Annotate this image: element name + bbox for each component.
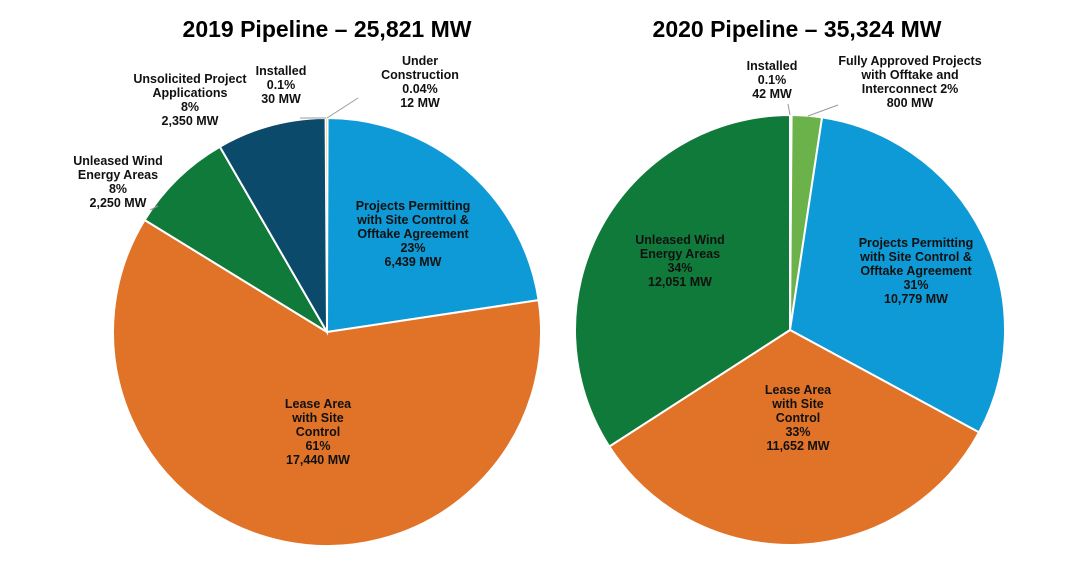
- slice-label-line: 34%: [667, 261, 692, 275]
- slice-label-line: Construction: [381, 68, 459, 82]
- slice-label-line: Lease Area: [765, 383, 832, 397]
- slice-label-line: with Site: [291, 411, 343, 425]
- slice-label: Unleased Wind Energy Areas 34% 12,051 MW: [635, 233, 724, 289]
- slice-labels-2020: Installed 0.1% 42 MW Fully Approved Project…: [635, 54, 981, 453]
- slice-label-line: 8%: [181, 100, 199, 114]
- slice-label: Unsolicited Project Applications 8% 2,350 M…: [133, 72, 247, 128]
- slice-label-line: Offtake Agreement: [860, 264, 972, 278]
- slice-label-line: 800 MW: [887, 96, 934, 110]
- slice-label-line: 23%: [400, 241, 425, 255]
- pie-2019: [112, 116, 542, 547]
- slice-label-line: 30 MW: [261, 92, 301, 106]
- slice-label-line: Under: [402, 54, 438, 68]
- slice-label-line: 17,440 MW: [286, 453, 350, 467]
- slice-label-line: Installed: [256, 64, 307, 78]
- slice-label-line: Control: [776, 411, 820, 425]
- slice-label: Projects Permitting with Site Control & Of…: [356, 199, 471, 269]
- slice-label: Fully Approved Projects with Offtake and I…: [838, 54, 981, 110]
- slice-label-line: 6,439 MW: [385, 255, 442, 269]
- slice-label: Installed 0.1% 30 MW: [256, 64, 307, 106]
- slice-label-line: Offtake Agreement: [357, 227, 469, 241]
- slice-label-line: Interconnect 2%: [862, 82, 959, 96]
- pie-slice: [574, 113, 791, 448]
- slice-label-line: Applications: [152, 86, 227, 100]
- slice-label-line: 10,779 MW: [884, 292, 948, 306]
- slice-label-line: Unsolicited Project: [133, 72, 247, 86]
- pie-slice: [607, 328, 981, 546]
- slice-label-line: with Site Control &: [356, 213, 469, 227]
- leader-lines-2020: [787, 103, 839, 117]
- slice-label-line: Control: [296, 425, 340, 439]
- slice-label: Unleased Wind Energy Areas 8% 2,250 MW: [73, 154, 162, 210]
- slice-label-line: with Offtake and: [860, 68, 958, 82]
- slice-label: Lease Area with Site Control 33% 11,652 MW: [765, 383, 832, 453]
- slice-labels-2019: Under Construction 0.04% 12 MW Projects Perm…: [73, 54, 470, 467]
- slice-label-line: with Site: [771, 397, 823, 411]
- pie-slice: [112, 218, 542, 547]
- pie-slice: [788, 116, 1006, 434]
- pie-2020: [574, 113, 1006, 546]
- slice-label-line: 12,051 MW: [648, 275, 712, 289]
- pie-slice: [325, 116, 540, 334]
- leader-line: [787, 103, 791, 116]
- slice-label: Lease Area with Site Control 61% 17,440 MW: [285, 397, 352, 467]
- slice-label-line: 0.04%: [402, 82, 437, 96]
- slice-label-line: Projects Permitting: [356, 199, 471, 213]
- slice-label: Under Construction 0.04% 12 MW: [381, 54, 459, 110]
- leader-line: [149, 205, 159, 211]
- slice-label-line: with Site Control &: [859, 250, 972, 264]
- chart-title-2020: 2020 Pipeline – 35,324 MW: [653, 16, 942, 42]
- slice-label-line: Energy Areas: [640, 247, 720, 261]
- slice-label-line: 12 MW: [400, 96, 440, 110]
- slice-label: Installed 0.1% 42 MW: [747, 59, 798, 101]
- slice-label-line: Projects Permitting: [859, 236, 974, 250]
- slice-label-line: 61%: [305, 439, 330, 453]
- slice-label-line: 42 MW: [752, 87, 792, 101]
- slice-label-line: Lease Area: [285, 397, 352, 411]
- slice-label-line: Fully Approved Projects: [838, 54, 981, 68]
- slice-label-line: 0.1%: [758, 73, 787, 87]
- slice-label-line: Unleased Wind: [635, 233, 724, 247]
- pie-slice: [143, 145, 328, 333]
- leader-line: [807, 104, 839, 117]
- leader-lines-2019: [149, 97, 359, 211]
- slice-label-line: 8%: [109, 182, 127, 196]
- leader-line: [326, 97, 359, 119]
- slice-label-line: 11,652 MW: [766, 439, 829, 453]
- slice-label-line: Unleased Wind: [73, 154, 162, 168]
- slice-label-line: Installed: [747, 59, 798, 73]
- slice-label-line: 2,350 MW: [162, 114, 219, 128]
- slice-label-line: 33%: [785, 425, 810, 439]
- slice-label: Projects Permitting with Site Control & Of…: [859, 236, 974, 306]
- slice-label-line: 2,250 MW: [90, 196, 147, 210]
- slice-label-line: 0.1%: [267, 78, 296, 92]
- slice-label-line: Energy Areas: [78, 168, 158, 182]
- slice-label-line: 31%: [903, 278, 928, 292]
- chart-title-2019: 2019 Pipeline – 25,821 MW: [183, 16, 472, 42]
